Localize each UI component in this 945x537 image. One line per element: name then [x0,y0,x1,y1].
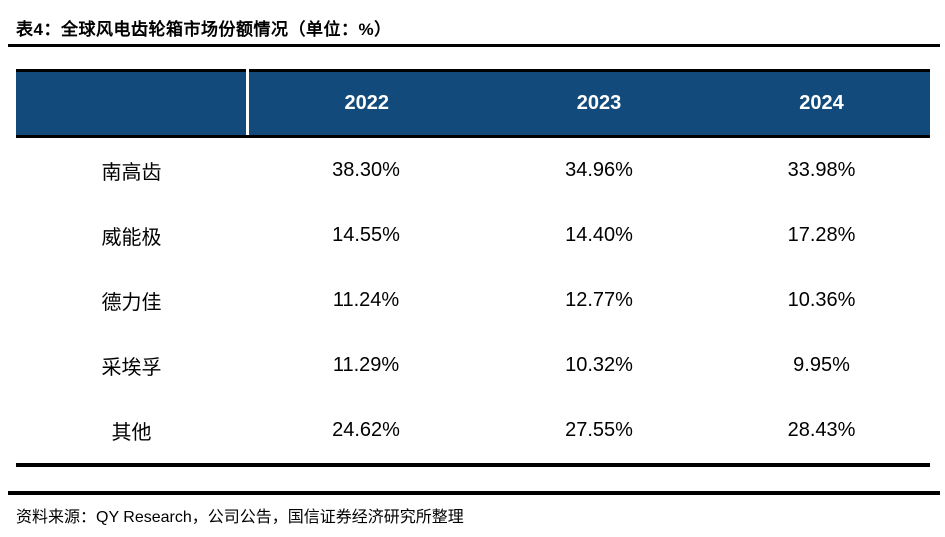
value-cell: 10.36% [713,268,930,333]
table-row-nangaochi: 南高齿 38.30% 34.96% 33.98% [16,136,930,203]
table-title: 表4：全球风电齿轮箱市场份额情况（单位：%） [16,20,392,39]
header-year-2023: 2023 [485,69,713,138]
value-cell: 34.96% [485,136,713,203]
table-row-other: 其他 24.62% 27.55% 28.43% [16,398,930,467]
section-divider-rule [8,491,940,495]
source-note: 资料来源：QY Research，公司公告，国信证券经济研究所整理 [16,509,464,526]
value-cell: 11.29% [247,333,485,398]
value-cell: 14.55% [247,203,485,268]
company-name-cell: 其他 [16,398,247,467]
company-name-cell: 南高齿 [16,136,247,203]
company-name-cell: 威能极 [16,203,247,268]
company-name-cell: 采埃孚 [16,333,247,398]
title-rule [8,44,940,47]
table-row-caiaifu: 采埃孚 11.29% 10.32% 9.95% [16,333,930,398]
value-cell: 27.55% [485,398,713,467]
value-cell: 28.43% [713,398,930,467]
value-cell: 24.62% [247,398,485,467]
company-name-cell: 德力佳 [16,268,247,333]
table-header-row: 2022 2023 2024 [16,69,930,138]
value-cell: 38.30% [247,136,485,203]
header-year-2022: 2022 [247,69,485,138]
value-cell: 12.77% [485,268,713,333]
market-share-table: 2022 2023 2024 南高齿 38.30% 34.96% 33.98% … [16,69,930,467]
value-cell: 17.28% [713,203,930,268]
value-cell: 10.32% [485,333,713,398]
value-cell: 9.95% [713,333,930,398]
value-cell: 14.40% [485,203,713,268]
table-row-delijia: 德力佳 11.24% 12.77% 10.36% [16,268,930,333]
header-year-2024: 2024 [713,69,930,138]
value-cell: 33.98% [713,136,930,203]
header-corner-cell [16,69,249,138]
value-cell: 11.24% [247,268,485,333]
table-row-weinengji: 威能极 14.55% 14.40% 17.28% [16,203,930,268]
